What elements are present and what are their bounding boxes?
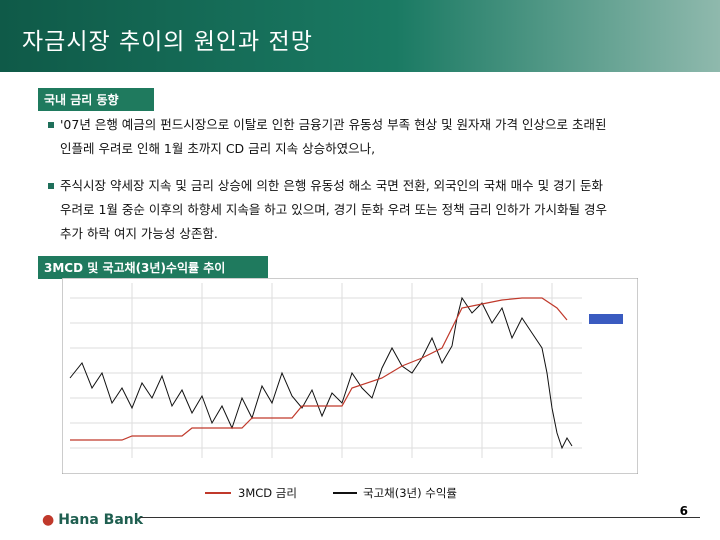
chart-axis-decor bbox=[589, 314, 623, 324]
logo: ● Hana Bank bbox=[42, 512, 144, 528]
bullet-line: 추가 하락 여지 가능성 상존함. bbox=[60, 226, 218, 241]
chart-image bbox=[62, 278, 638, 474]
legend-label: 국고채(3년) 수익률 bbox=[363, 486, 458, 500]
bullet-line: 주식시장 약세장 지속 및 금리 상승에 의한 은행 유동성 해소 국면 전환,… bbox=[60, 178, 604, 193]
chart-line-red bbox=[70, 297, 568, 441]
chart-frame bbox=[62, 278, 638, 474]
bullet-line: 인플레 우려로 인해 1월 초까지 CD 금리 지속 상승하였으나, bbox=[60, 141, 376, 156]
logo-text: Hana Bank bbox=[58, 512, 144, 528]
footer-rule bbox=[140, 517, 700, 518]
legend-label: 3MCD 금리 bbox=[238, 486, 297, 500]
chart-grid bbox=[70, 283, 582, 458]
title-bar bbox=[0, 0, 720, 72]
bullet-line: 우려로 1월 중순 이후의 하향세 지속을 하고 있으며, 경기 둔화 우려 또… bbox=[60, 202, 608, 217]
bullet: '07년 은행 예금의 펀드시장으로 이탈로 인한 금융기관 유동성 부족 현상… bbox=[48, 113, 607, 161]
chart-line-black bbox=[69, 296, 573, 450]
bullet: 주식시장 약세장 지속 및 금리 상승에 의한 은행 유동성 해소 국면 전환,… bbox=[48, 174, 608, 246]
section-heading: 국내 금리 동향 bbox=[38, 88, 154, 111]
bullet-line: '07년 은행 예금의 펀드시장으로 이탈로 인한 금융기관 유동성 부족 현상… bbox=[60, 117, 607, 132]
page-number: 6 bbox=[679, 504, 688, 518]
legend-swatch-red bbox=[205, 492, 231, 494]
section-heading: 3MCD 및 국고채(3년)수익률 추이 bbox=[38, 256, 268, 279]
slide-title: 자금시장 추이의 원인과 전망 bbox=[22, 29, 313, 55]
legend-swatch-black bbox=[333, 492, 357, 494]
